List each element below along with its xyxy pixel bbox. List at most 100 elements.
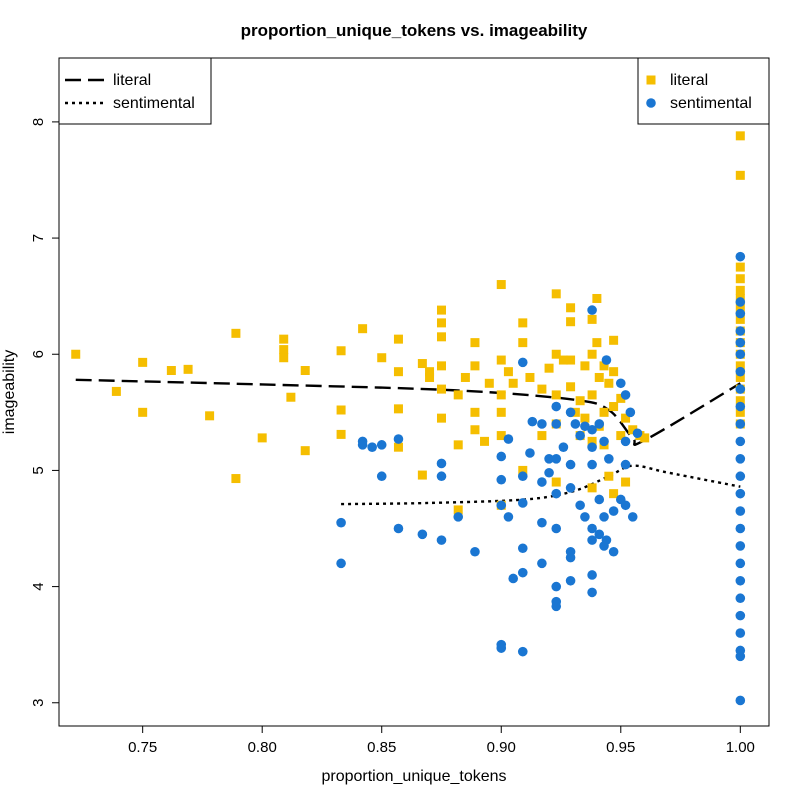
- point-literal: [628, 425, 638, 435]
- plot-frame: [58, 57, 770, 727]
- point-literal: [518, 318, 528, 328]
- point-literal: [300, 366, 310, 376]
- point-literal: [508, 378, 518, 388]
- point-literal: [425, 372, 435, 382]
- point-literal: [616, 431, 626, 441]
- point-literal: [436, 384, 446, 394]
- point-sentimental: [735, 593, 746, 604]
- point-literal: [551, 390, 561, 400]
- point-sentimental: [627, 512, 638, 522]
- point-sentimental: [393, 434, 404, 444]
- point-literal: [496, 431, 506, 441]
- point-sentimental: [551, 419, 562, 429]
- point-literal: [436, 332, 446, 342]
- marker-legend-box: [637, 57, 770, 125]
- point-sentimental: [735, 349, 746, 360]
- point-sentimental: [537, 558, 547, 569]
- point-sentimental: [735, 558, 746, 569]
- point-literal: [279, 345, 289, 355]
- point-sentimental: [525, 448, 535, 458]
- point-sentimental: [615, 378, 626, 389]
- chart-title: proportion_unique_tokens vs. imageabilit…: [241, 21, 588, 40]
- point-sentimental: [565, 552, 576, 563]
- point-literal: [436, 318, 446, 328]
- point-sentimental: [587, 305, 597, 315]
- y-tick-label: 6: [30, 350, 47, 358]
- trend-line-sentimental: [341, 464, 741, 506]
- point-literal: [575, 396, 585, 406]
- point-literal: [735, 262, 745, 272]
- point-sentimental: [587, 587, 597, 598]
- point-sentimental: [436, 458, 447, 469]
- point-literal: [257, 433, 267, 443]
- point-sentimental: [357, 440, 368, 450]
- point-sentimental: [735, 251, 746, 262]
- point-sentimental: [587, 523, 597, 534]
- point-sentimental: [551, 401, 562, 412]
- point-literal: [537, 384, 547, 394]
- point-literal: [604, 471, 614, 481]
- point-literal: [621, 477, 631, 487]
- line-legend-box: [58, 57, 212, 125]
- point-literal: [436, 413, 446, 423]
- point-sentimental: [436, 535, 447, 545]
- point-literal: [138, 407, 148, 417]
- point-sentimental: [735, 471, 746, 482]
- point-sentimental: [735, 506, 746, 516]
- point-literal: [587, 314, 597, 324]
- point-sentimental: [735, 651, 746, 662]
- point-literal: [735, 314, 745, 324]
- point-sentimental: [565, 459, 576, 470]
- point-literal: [470, 338, 480, 348]
- point-sentimental: [551, 454, 562, 464]
- point-sentimental: [517, 567, 528, 578]
- y-axis-label: imageability: [1, 350, 18, 434]
- point-sentimental: [587, 442, 597, 452]
- point-literal: [425, 367, 435, 377]
- point-sentimental: [537, 419, 547, 429]
- point-sentimental: [551, 523, 562, 534]
- point-literal: [566, 303, 576, 313]
- point-literal: [436, 361, 446, 371]
- point-literal: [587, 483, 597, 493]
- point-sentimental: [735, 401, 746, 412]
- marker-legend-label: literal: [670, 72, 708, 89]
- point-literal: [336, 405, 346, 415]
- point-literal: [587, 390, 597, 400]
- point-sentimental: [496, 451, 507, 462]
- point-sentimental: [496, 643, 507, 653]
- point-sentimental: [594, 419, 605, 429]
- point-sentimental: [594, 529, 605, 540]
- point-literal: [393, 367, 403, 377]
- point-literal: [453, 440, 463, 450]
- point-sentimental: [453, 512, 464, 522]
- point-sentimental: [587, 535, 597, 545]
- point-literal: [592, 338, 602, 348]
- point-sentimental: [575, 430, 585, 441]
- point-literal: [566, 317, 576, 327]
- point-sentimental: [570, 419, 581, 429]
- point-sentimental: [625, 407, 636, 418]
- point-literal: [436, 305, 446, 315]
- point-sentimental: [604, 454, 614, 464]
- point-sentimental: [735, 628, 746, 638]
- point-sentimental: [580, 512, 590, 522]
- point-literal: [377, 353, 387, 363]
- point-literal: [735, 274, 745, 284]
- point-literal: [735, 407, 745, 417]
- point-literal: [231, 328, 241, 338]
- point-sentimental: [735, 337, 746, 348]
- point-literal: [460, 372, 470, 382]
- point-sentimental: [417, 529, 428, 540]
- point-literal: [166, 366, 176, 376]
- point-literal: [393, 334, 403, 344]
- point-literal: [417, 359, 427, 369]
- point-literal: [470, 407, 480, 417]
- point-sentimental: [336, 517, 346, 528]
- point-literal: [393, 442, 403, 452]
- point-sentimental: [580, 421, 590, 432]
- y-tick-label: 7: [30, 234, 47, 242]
- point-sentimental: [587, 424, 597, 435]
- point-literal: [111, 386, 121, 396]
- point-literal: [551, 349, 561, 359]
